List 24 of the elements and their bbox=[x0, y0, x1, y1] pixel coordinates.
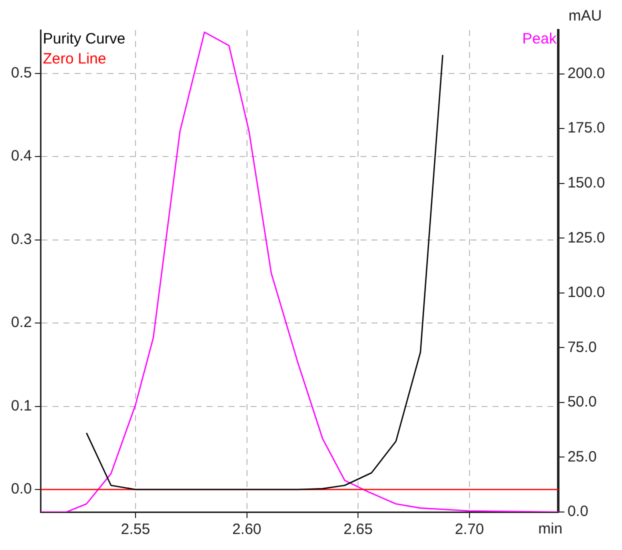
y-tick-label: 0.2 bbox=[10, 314, 32, 332]
y-tick-label: 0.4 bbox=[10, 148, 32, 165]
y2-tick-label: 75.0 bbox=[567, 338, 597, 356]
x-axis-title: min bbox=[538, 520, 562, 538]
x-tick-label: 2.60 bbox=[232, 521, 262, 538]
y2-tick-label: 0.0 bbox=[567, 503, 588, 520]
y-tick-label: 0.3 bbox=[10, 230, 32, 248]
x-tick-label: 2.70 bbox=[454, 521, 484, 538]
text: Peak bbox=[522, 30, 557, 48]
text: Purity Curve bbox=[42, 30, 126, 48]
x-tick-label: 2.55 bbox=[120, 521, 150, 538]
y2-tick-label: 50.0 bbox=[567, 394, 597, 411]
x-tick-label: 2.65 bbox=[343, 521, 373, 538]
y2-tick-label: 125.0 bbox=[567, 229, 606, 246]
y2-tick-label: 25.0 bbox=[567, 448, 597, 466]
y2-tick-label: 200.0 bbox=[567, 64, 606, 82]
y2-tick-label: 100.0 bbox=[567, 284, 606, 302]
y2-axis-title: mAU bbox=[568, 8, 602, 25]
y2-tick-label: 175.0 bbox=[567, 120, 606, 137]
y-tick-label: 0.5 bbox=[10, 64, 32, 82]
y-tick-label: 0.1 bbox=[10, 397, 32, 414]
text: Zero Line bbox=[42, 50, 106, 68]
y-tick-label: 0.0 bbox=[10, 480, 32, 498]
y2-tick-label: 150.0 bbox=[567, 174, 606, 192]
